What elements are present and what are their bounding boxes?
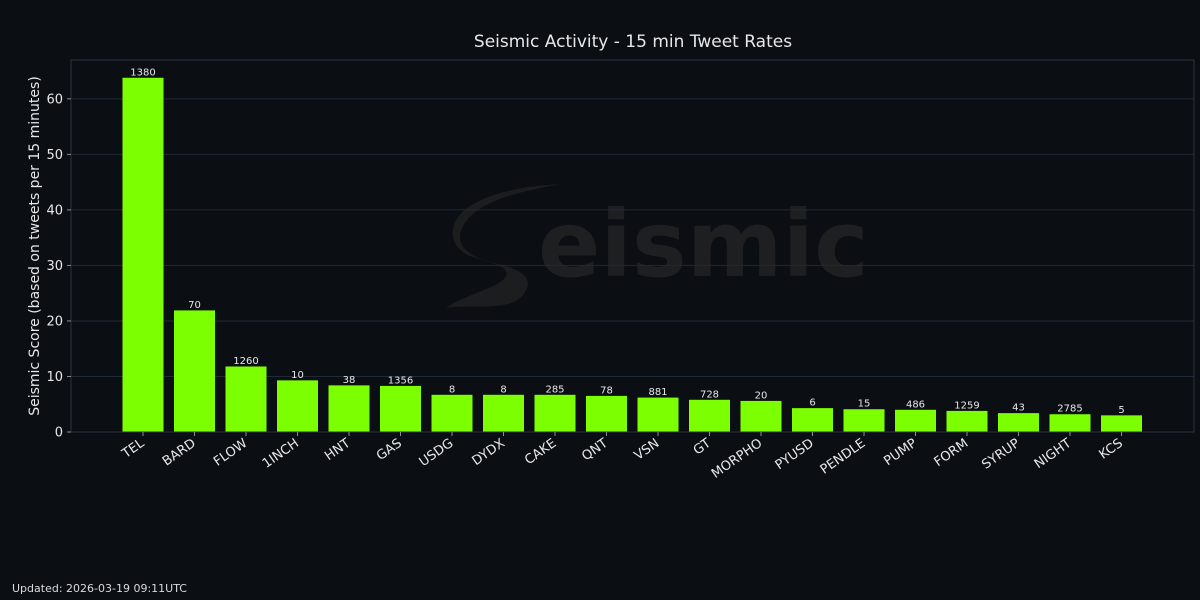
x-tick-label: 1INCH bbox=[260, 436, 302, 472]
x-tick-label: KCS bbox=[1097, 436, 1126, 463]
x-tick-label: GT bbox=[691, 436, 714, 458]
x-tick-label: PENDLE bbox=[818, 436, 869, 478]
bar-gt bbox=[689, 399, 730, 432]
plot-area-frame bbox=[70, 59, 1195, 433]
bar-value-label: 15 bbox=[858, 399, 871, 410]
bar-value-label: 38 bbox=[343, 375, 356, 386]
x-tick-label: TEL bbox=[119, 436, 148, 463]
x-tick-label: SYRUP bbox=[979, 436, 1023, 473]
updated-timestamp: Updated: 2026-03-19 09:11UTC bbox=[12, 582, 187, 595]
y-gridlines bbox=[71, 98, 1194, 377]
x-tick-label: PYUSD bbox=[773, 436, 817, 473]
bar-value-label: 6 bbox=[809, 398, 815, 409]
y-tick-label: 60 bbox=[46, 92, 63, 107]
bar-value-label: 5 bbox=[1118, 405, 1124, 416]
bar-bard bbox=[174, 310, 215, 432]
bar-value-label: 10 bbox=[291, 370, 304, 381]
x-tick-label: PUMP bbox=[881, 436, 920, 469]
bar-value-label: 20 bbox=[755, 390, 768, 401]
bar-value-label: 1259 bbox=[954, 400, 979, 411]
y-tick-label: 40 bbox=[46, 203, 63, 218]
y-tick-label: 0 bbox=[55, 426, 63, 441]
x-tick-label: DYDX bbox=[470, 436, 508, 469]
seismic-logo-mark bbox=[446, 184, 560, 308]
bar-pendle bbox=[843, 409, 885, 432]
bar-value-label: 1380 bbox=[130, 67, 155, 78]
y-tick-label: 20 bbox=[46, 314, 63, 329]
bar-dydx bbox=[483, 394, 524, 432]
x-tick-label: VSN bbox=[632, 436, 663, 464]
bar-usdg bbox=[431, 394, 473, 432]
x-tick-label: GAS bbox=[374, 436, 405, 464]
bar-value-label: 78 bbox=[600, 385, 613, 396]
bar-cake bbox=[534, 394, 576, 432]
x-tick-label: CAKE bbox=[522, 436, 559, 468]
bar-morpho bbox=[740, 400, 782, 432]
x-tick-label: HNT bbox=[322, 436, 353, 464]
x-tick-label: FLOW bbox=[211, 436, 250, 470]
y-axis-ticks: 0 10 20 30 40 50 60 bbox=[46, 92, 71, 441]
axes-frame bbox=[70, 59, 1195, 433]
y-tick-label: 50 bbox=[46, 148, 63, 163]
bar-1inch bbox=[277, 380, 318, 432]
x-tick-label: USDG bbox=[417, 436, 457, 470]
bar-series bbox=[122, 77, 1142, 433]
bar-qnt bbox=[586, 395, 627, 432]
bar-value-label: 1356 bbox=[388, 375, 413, 386]
bar-hnt bbox=[328, 385, 370, 432]
bar-pump bbox=[895, 409, 936, 432]
chart-title: Seismic Activity - 15 min Tweet Rates bbox=[474, 32, 792, 52]
bar-value-label: 43 bbox=[1012, 403, 1025, 414]
bar-night bbox=[1049, 414, 1091, 432]
bar-vsn bbox=[637, 397, 679, 432]
bar-form bbox=[946, 410, 988, 432]
bar-tel bbox=[122, 77, 164, 433]
bar-value-label: 881 bbox=[648, 387, 667, 398]
x-tick-label: MORPHO bbox=[709, 436, 765, 482]
bar-value-label: 8 bbox=[449, 384, 455, 395]
bar-value-label: 1260 bbox=[233, 356, 258, 367]
x-tick-label: QNT bbox=[579, 436, 611, 464]
seismic-watermark-text: eismic bbox=[538, 191, 869, 298]
x-tick-label: BARD bbox=[160, 436, 199, 469]
x-tick-label: FORM bbox=[932, 436, 972, 470]
bar-value-label: 728 bbox=[700, 389, 719, 400]
bar-syrup bbox=[998, 413, 1039, 432]
bar-value-labels: 1380 70 1260 10 38 1356 8 8 285 78 881 728 20 6 15 486 1… bbox=[130, 67, 1124, 416]
x-axis-ticks: TEL BARD FLOW 1INCH HNT GAS USDG DYDX CAKE QNT VSN… bbox=[119, 432, 1126, 482]
bar-pyusd bbox=[792, 408, 833, 432]
bar-value-label: 8 bbox=[500, 384, 506, 395]
bar-value-label: 70 bbox=[188, 300, 201, 311]
x-tick-label: NIGHT bbox=[1032, 436, 1075, 472]
seismic-watermark-logo: eismic bbox=[446, 184, 869, 308]
y-axis-label: Seismic Score (based on tweets per 15 mi… bbox=[27, 76, 43, 416]
bar-flow bbox=[225, 366, 267, 432]
y-tick-label: 10 bbox=[46, 370, 63, 385]
bar-value-label: 486 bbox=[906, 399, 925, 410]
y-tick-label: 30 bbox=[46, 259, 63, 274]
bar-gas bbox=[380, 385, 421, 432]
bar-value-label: 2785 bbox=[1057, 404, 1082, 415]
bar-value-label: 285 bbox=[545, 384, 564, 395]
bar-kcs bbox=[1101, 415, 1142, 432]
